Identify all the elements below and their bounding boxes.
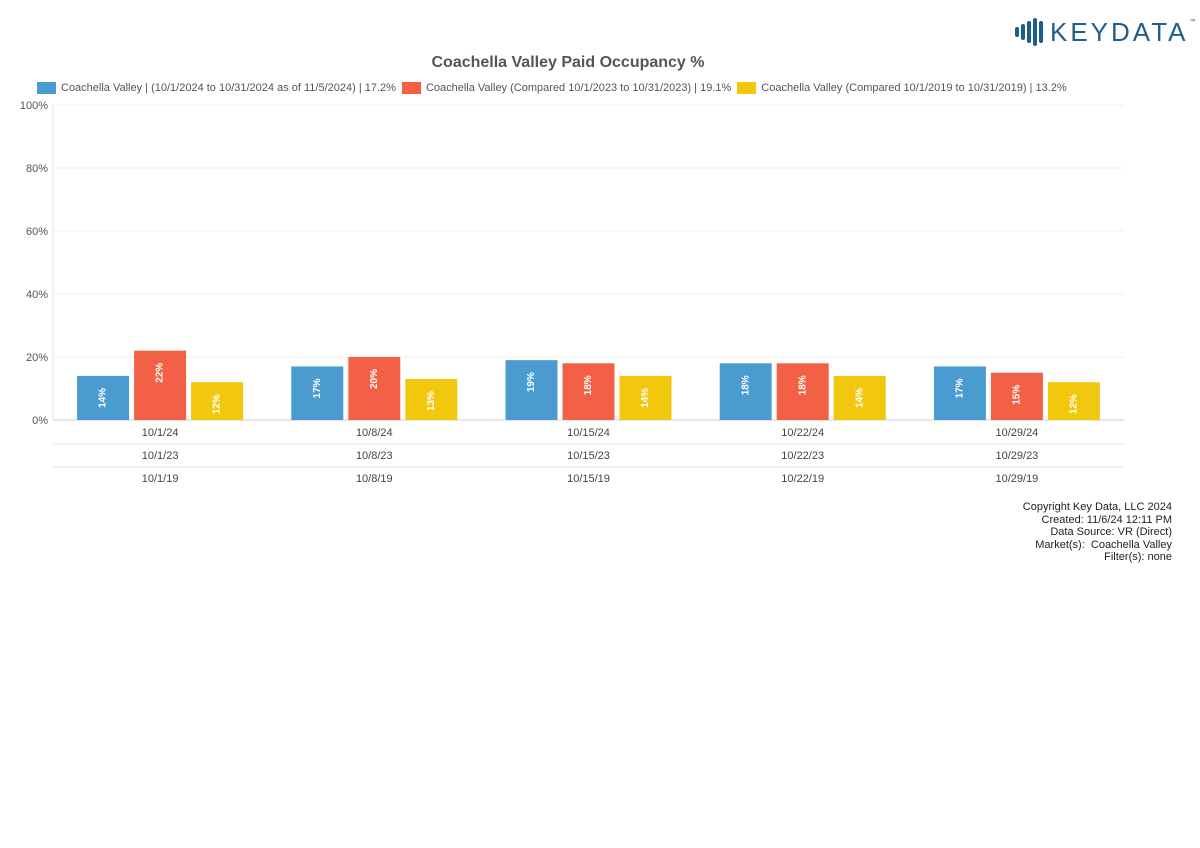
bar <box>405 379 458 420</box>
x-tick-label: 10/29/19 <box>995 473 1038 485</box>
data-label: 18% <box>797 375 808 395</box>
legend-item-current[interactable]: Coachella Valley | (10/1/2024 to 10/31/2… <box>37 82 396 94</box>
bar <box>77 375 130 420</box>
legend-swatch-2023 <box>401 82 421 94</box>
footer-markets: Market(s): Coachella Valley <box>1035 538 1172 551</box>
x-tick-label: 10/22/24 <box>781 427 824 439</box>
bar <box>505 360 558 420</box>
y-tick-label: 60% <box>26 226 48 238</box>
bar <box>562 363 615 420</box>
bar <box>291 366 344 420</box>
x-tick-label: 10/22/19 <box>781 473 824 485</box>
bar <box>1047 382 1100 420</box>
y-tick-label: 40% <box>26 289 48 301</box>
x-tick-label: 10/15/19 <box>567 473 610 485</box>
legend-item-2023[interactable]: Coachella Valley (Compared 10/1/2023 to … <box>401 82 732 94</box>
legend-label-2023: Coachella Valley (Compared 10/1/2023 to … <box>425 82 732 94</box>
bar-chart: 0% 20% 40% 60% 80% 100% 10/1/24 10/1/23 10/1/19 1… <box>20 100 1124 485</box>
bar <box>990 372 1043 420</box>
x-tick-label: 10/8/23 <box>356 450 393 462</box>
bar <box>619 375 672 420</box>
legend-swatch-2019 <box>737 82 757 94</box>
bar <box>719 363 772 420</box>
y-tick-label: 0% <box>32 415 48 427</box>
bar <box>933 366 986 420</box>
data-label: 20% <box>369 369 380 389</box>
x-tick-label: 10/8/19 <box>356 473 393 485</box>
bar <box>348 357 401 420</box>
data-label: 12% <box>212 394 223 414</box>
y-tick-label: 80% <box>26 163 48 175</box>
legend-swatch-current <box>37 82 56 94</box>
data-label: 15% <box>1012 385 1023 405</box>
x-tick-label: 10/1/19 <box>142 473 179 485</box>
footer-copyright: Copyright Key Data, LLC 2024 <box>1022 501 1172 513</box>
x-tick-label: 10/8/24 <box>356 427 393 439</box>
bar <box>191 382 244 420</box>
data-label: 19% <box>526 372 537 392</box>
data-label: 18% <box>583 375 594 395</box>
x-tick-label: 10/15/23 <box>567 450 610 462</box>
bar <box>776 363 829 420</box>
x-tick-label: 10/29/24 <box>995 427 1038 439</box>
data-label: 14% <box>854 388 865 408</box>
y-tick-label: 100% <box>20 100 48 112</box>
keydata-logo: KEYDATA ™ <box>1015 14 1196 50</box>
chart-title: Coachella Valley Paid Occupancy % <box>431 54 705 71</box>
footer-filters: Filter(s): none <box>1104 551 1172 563</box>
data-label: 14% <box>98 388 109 408</box>
legend-label-current: Coachella Valley | (10/1/2024 to 10/31/2… <box>61 82 396 94</box>
data-label: 12% <box>1069 394 1080 414</box>
bar <box>134 350 187 420</box>
logo-trademark: ™ <box>1189 19 1196 25</box>
chart-legend: Coachella Valley | (10/1/2024 to 10/31/2… <box>37 80 1073 96</box>
data-label: 13% <box>426 391 437 411</box>
bar <box>833 375 886 420</box>
x-tick-label: 10/1/23 <box>142 450 179 462</box>
chart-footer: Copyright Key Data, LLC 2024 Created: 11/… <box>1023 501 1172 564</box>
data-label: 14% <box>640 388 651 408</box>
data-label: 17% <box>955 378 966 398</box>
x-tick-label: 10/1/24 <box>142 427 179 439</box>
y-tick-label: 20% <box>26 352 48 364</box>
legend-item-2019[interactable]: Coachella Valley (Compared 10/1/2019 to … <box>737 82 1067 94</box>
x-tick-label: 10/29/23 <box>995 450 1038 462</box>
x-tick-label: 10/15/24 <box>567 427 610 439</box>
logo-text: KEYDATA <box>1050 17 1189 47</box>
x-tick-label: 10/22/23 <box>781 450 824 462</box>
data-label: 18% <box>740 375 751 395</box>
data-label: 22% <box>155 363 166 383</box>
footer-created: Created: 11/6/24 12:11 PM <box>1041 513 1172 526</box>
data-label: 17% <box>312 378 323 398</box>
logo-bars-icon <box>1015 18 1043 46</box>
legend-label-2019: Coachella Valley (Compared 10/1/2019 to … <box>761 82 1067 94</box>
footer-source: Data Source: VR (Direct) <box>1050 526 1172 538</box>
